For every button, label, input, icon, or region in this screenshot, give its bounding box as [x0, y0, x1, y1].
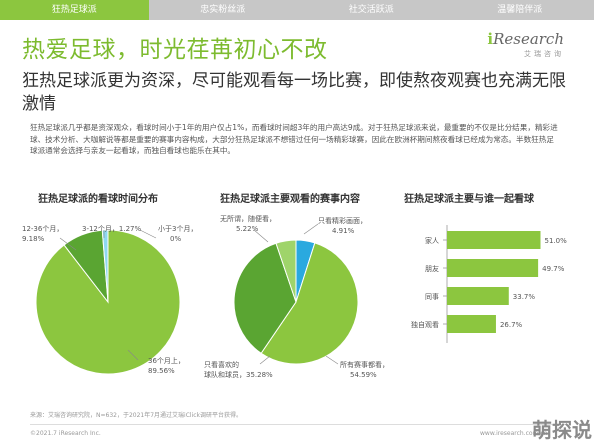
source-note: 来源：艾瑞咨询研究院，N=632，于2021年7月通过艾瑞iClick调研平台获…	[30, 412, 243, 419]
chart3-title: 狂热足球派主要与谁一起看球	[404, 194, 534, 205]
chart3-bar-2	[447, 287, 509, 305]
watermark: 萌探说	[532, 418, 592, 442]
chart2-value-3: 4.91%	[332, 227, 355, 235]
chart3-value-0: 51.0%	[545, 237, 568, 245]
chart2-slice-2	[275, 239, 297, 303]
chart3-category-1: 朋友	[425, 264, 439, 273]
chart3-value-3: 26.7%	[500, 321, 523, 329]
chart3-value-1: 49.7%	[542, 265, 565, 273]
chart1-pie: 36个月上， 89.56% 12-36个月， 9.18% 3-12个月，1.27% 小于3…	[22, 224, 197, 375]
chart3-value-2: 33.7%	[513, 293, 536, 301]
top-tabs: 狂热足球派 忠实粉丝派 社交活跃派 温馨陪伴派	[0, 0, 594, 20]
chart1-callout-0	[127, 349, 139, 361]
chart3-category-3: 独自观看	[411, 320, 439, 329]
footer-divider	[30, 424, 564, 425]
chart2-label-3: 只看精彩画面，	[318, 216, 367, 225]
chart2-value-0: 54.59%	[350, 371, 377, 379]
chart2-label-2: 无所谓，随便看，	[220, 214, 276, 223]
chart3-category-0: 家人	[425, 236, 439, 245]
chart2-callout-1	[259, 355, 271, 365]
chart2-label-0: 所有赛事都看，	[340, 360, 389, 369]
chart2-label-1a: 只看喜欢的	[204, 360, 239, 369]
page-title: 热爱足球，时光荏苒初心不改	[22, 37, 328, 63]
chart2-pie: 只看精彩画面， 4.91% 无所谓，随便看， 5.22% 只看喜欢的球队和球员，35.2…	[204, 214, 389, 379]
tab-loyal[interactable]: 忠实粉丝派	[148, 0, 297, 20]
page-subtitle: 狂热足球派更为资深，尽可能观看每一场比赛，即使熬夜观赛也充满无限激情	[22, 71, 566, 114]
chart2-label-1b: 球队和球员，35.28%	[204, 370, 273, 379]
logo-sub: 艾瑞咨询	[524, 50, 564, 58]
chart3-bar-1	[447, 259, 539, 277]
chart1-label-0: 36个月上，	[148, 356, 185, 365]
chart1-callout-1	[59, 237, 77, 251]
chart1-title: 狂热足球派的看球时间分布	[38, 194, 158, 205]
body-paragraph: 狂热足球派几乎都是资深观众，看球时间小于1年的用户仅占1%，而看球时间超3年的用…	[30, 123, 558, 155]
tab-social[interactable]: 社交活跃派	[297, 0, 446, 20]
chart1-value-0: 89.56%	[148, 367, 175, 375]
chart3-bars: 家人 51.0% 朋友 49.7% 同事 33.7% 独自观看 26.7%	[411, 225, 568, 343]
chart2-value-2: 5.22%	[236, 225, 259, 233]
chart2-slice-1	[233, 242, 297, 354]
copyright: ©2021.7 iResearch Inc.	[30, 430, 101, 437]
iresearch-logo: iResearch 艾瑞咨询	[487, 30, 564, 59]
chart2-callout-3	[303, 223, 319, 235]
logo-mark: i	[487, 30, 494, 48]
tab-cozy[interactable]: 温馨陪伴派	[445, 0, 594, 20]
chart1-callout-3	[139, 229, 157, 239]
tab-fanatic[interactable]: 狂热足球派	[0, 0, 149, 20]
chart3-bar-0	[447, 231, 541, 249]
chart3-bar-3	[447, 315, 496, 333]
website: www.iresearch.com.cn	[480, 430, 548, 437]
chart1-value-3: 0%	[170, 235, 181, 243]
chart2-title: 狂热足球派主要观看的赛事内容	[220, 194, 360, 205]
chart1-label-1: 12-36个月，	[22, 225, 63, 233]
chart1-slice-2	[101, 229, 109, 303]
chart1-value-1: 9.18%	[22, 235, 45, 243]
chart3-category-2: 同事	[425, 292, 439, 301]
chart2-slice-0	[260, 242, 359, 365]
chart1-label-2: 3-12个月，1.27%	[82, 225, 141, 233]
chart1-label-3: 小于3个月，	[158, 224, 197, 233]
chart2-callout-2	[253, 229, 269, 243]
chart2-callout-0	[325, 355, 339, 365]
logo-text: Research	[493, 30, 564, 48]
